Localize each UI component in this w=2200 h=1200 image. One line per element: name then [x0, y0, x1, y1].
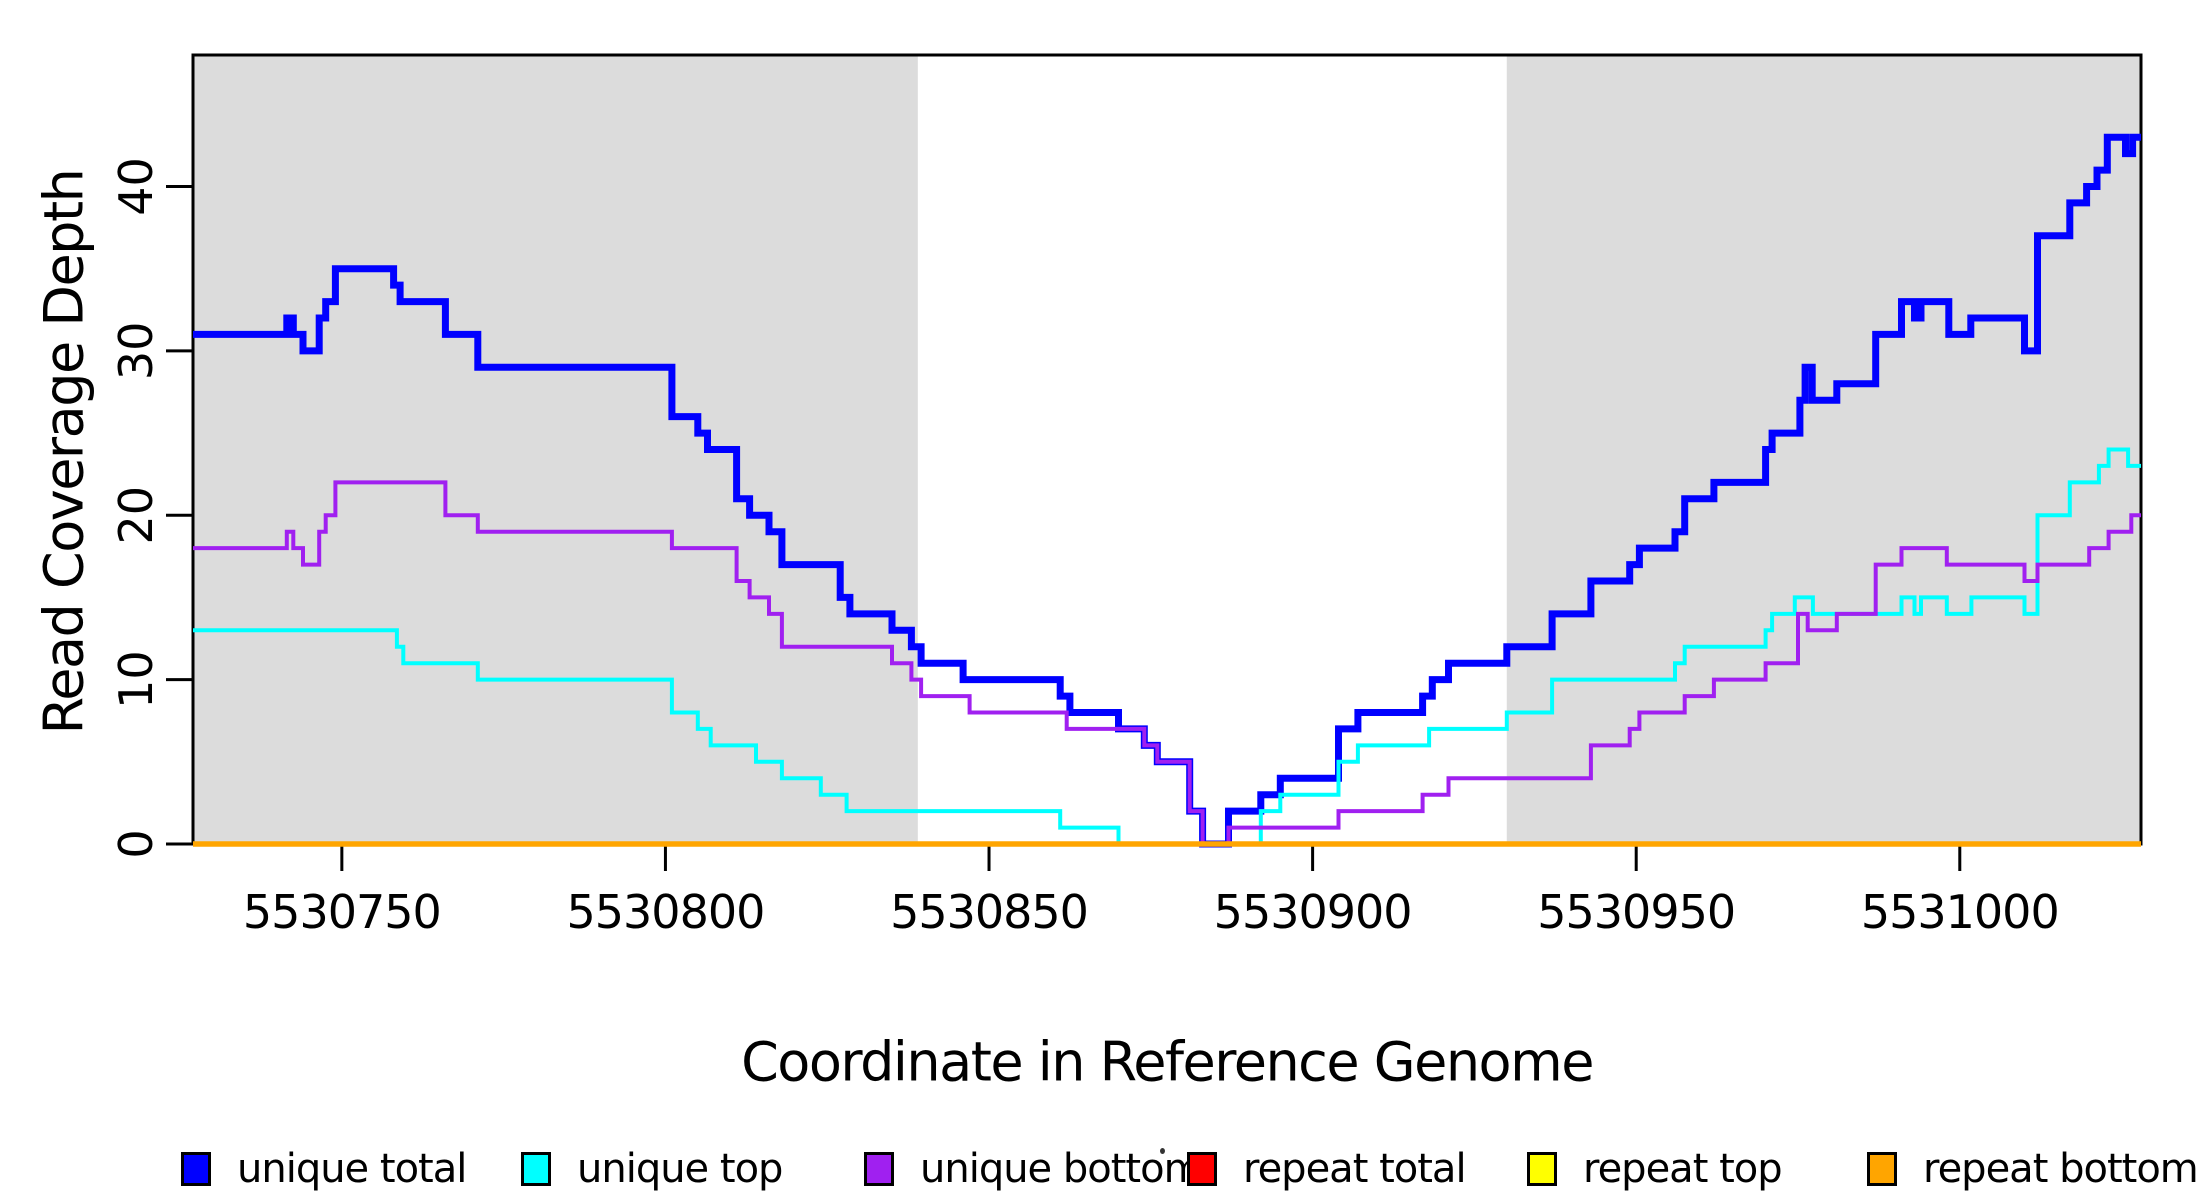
- x-tick-label: 5530800: [567, 885, 765, 939]
- y-axis-title: Read Coverage Depth: [32, 169, 96, 735]
- legend-item-repeat-bottom: repeat bottom: [1867, 1138, 2199, 1200]
- x-tick-label: 5530900: [1214, 885, 1412, 939]
- shaded-region-1: [1506, 55, 2141, 844]
- legend-swatch-unique-bottom: [864, 1152, 894, 1186]
- x-tick-label: 5530750: [243, 885, 441, 939]
- x-axis-title: Coordinate in Reference Genome: [741, 1030, 1594, 1094]
- legend-swatch-repeat-top: [1527, 1152, 1557, 1186]
- series-unique-total: [193, 133, 2141, 848]
- legend-swatch-repeat-total: [1187, 1152, 1217, 1186]
- legend-label: repeat total: [1243, 1146, 1467, 1192]
- legend-item-unique-top: unique top: [521, 1138, 783, 1200]
- legend-label: repeat top: [1583, 1146, 1783, 1192]
- legend-label: unique top: [577, 1146, 783, 1192]
- x-tick-label: 5530950: [1537, 885, 1735, 939]
- y-tick-label: 30: [109, 322, 163, 381]
- legend: unique total unique top unique bottom repea…: [0, 1138, 2200, 1200]
- y-tick-label: 0: [109, 829, 163, 858]
- legend-label: unique total: [237, 1146, 467, 1192]
- legend-swatch-unique-total: [181, 1152, 211, 1186]
- legend-item-unique-bottom: unique bottom: [864, 1138, 1203, 1200]
- x-tick-label: 5530850: [890, 885, 1088, 939]
- legend-item-unique-total: unique total: [181, 1138, 467, 1200]
- legend-item-repeat-top: repeat top: [1527, 1138, 1783, 1200]
- y-tick-label: 10: [109, 650, 163, 709]
- legend-swatch-unique-top: [521, 1152, 551, 1186]
- legend-label: repeat bottom: [1923, 1146, 2199, 1192]
- stray-dot-artifact: [1160, 1148, 1165, 1154]
- legend-item-repeat-total: repeat total: [1187, 1138, 1467, 1200]
- shaded-region-0: [193, 55, 918, 844]
- y-tick-label: 20: [109, 486, 163, 545]
- legend-label: unique bottom: [920, 1146, 1203, 1192]
- y-tick-label: 40: [109, 157, 163, 216]
- series-unique-bottom: [193, 480, 2141, 846]
- x-tick-label: 5531000: [1861, 885, 2059, 939]
- series-unique-top: [193, 447, 2141, 846]
- legend-swatch-repeat-bottom: [1867, 1152, 1897, 1186]
